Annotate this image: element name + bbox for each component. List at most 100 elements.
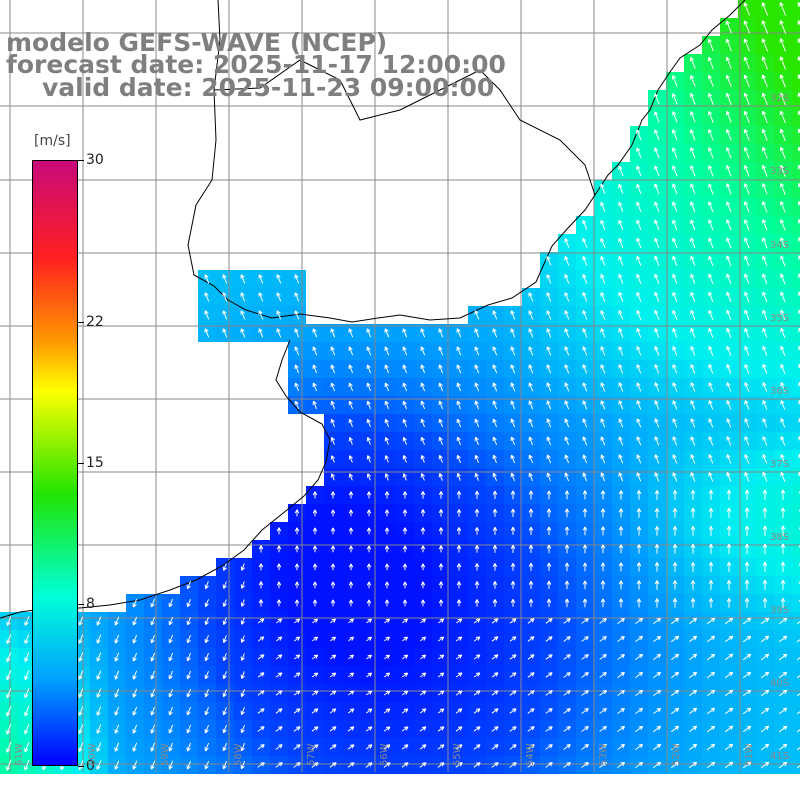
wind-arrow	[563, 654, 571, 660]
wind-arrow	[708, 345, 714, 356]
wind-arrow	[311, 690, 319, 696]
wind-arrow	[24, 652, 30, 662]
wind-arrow	[366, 563, 372, 571]
wind-arrow	[780, 363, 786, 374]
wind-arrow	[672, 489, 678, 500]
wind-arrow	[707, 689, 716, 697]
latitude-label: 39S	[770, 605, 790, 616]
wind-arrow	[348, 418, 353, 427]
wind-arrow	[726, 255, 732, 267]
wind-arrow	[654, 598, 660, 608]
wind-arrow	[636, 346, 642, 356]
latitude-label: 37S	[770, 459, 790, 470]
wind-arrow	[6, 634, 12, 644]
wind-arrow	[510, 454, 516, 464]
wind-arrow	[348, 563, 354, 571]
wind-arrow	[257, 672, 265, 678]
wind-arrow	[384, 509, 390, 517]
wind-arrow	[654, 580, 660, 590]
wind-arrow	[294, 328, 300, 338]
wind-arrow	[726, 418, 732, 428]
wind-cell	[792, 396, 800, 414]
wind-arrow	[618, 526, 624, 536]
wind-arrow	[437, 744, 445, 750]
wind-arrow	[708, 400, 714, 410]
wind-arrow	[384, 473, 390, 481]
wind-arrow	[168, 616, 174, 626]
wind-arrow	[293, 726, 301, 732]
wind-arrow	[366, 581, 372, 589]
wind-arrow	[276, 274, 282, 284]
wind-arrow	[690, 418, 696, 428]
wind-arrow	[780, 525, 786, 537]
wind-arrow	[654, 526, 660, 536]
wind-arrow	[563, 762, 571, 768]
wind-arrow	[456, 490, 462, 499]
wind-arrow	[689, 93, 696, 105]
wind-arrow	[582, 454, 588, 464]
wind-arrow	[132, 652, 138, 662]
wind-arrow	[401, 762, 409, 768]
wind-arrow	[492, 563, 498, 571]
wind-arrow	[222, 617, 227, 625]
wind-arrow	[240, 310, 246, 320]
wind-arrow	[546, 580, 552, 589]
wind-arrow	[78, 634, 84, 644]
wind-arrow	[312, 618, 319, 624]
wind-arrow	[528, 580, 534, 589]
wind-arrow	[636, 382, 642, 392]
wind-arrow	[726, 345, 732, 356]
latitude-label: 35S	[770, 313, 790, 324]
wind-arrow	[760, 689, 770, 697]
wind-arrow	[653, 635, 662, 643]
wind-arrow	[672, 147, 678, 159]
wind-arrow	[510, 382, 516, 392]
wind-arrow	[240, 689, 245, 698]
wind-arrow	[204, 617, 209, 626]
wind-arrow	[492, 310, 498, 320]
wind-arrow	[636, 544, 642, 554]
wind-arrow	[96, 724, 102, 734]
wind-arrow	[564, 256, 570, 266]
wind-arrow	[780, 507, 786, 519]
wind-arrow	[455, 690, 463, 696]
wind-arrow	[690, 454, 696, 464]
wind-arrow	[582, 256, 588, 266]
wind-arrow	[744, 201, 750, 213]
wind-arrow	[402, 328, 408, 338]
wind-arrow	[222, 563, 227, 571]
wind-arrow	[762, 255, 768, 267]
wind-arrow	[546, 490, 552, 500]
wind-arrow	[796, 711, 800, 715]
wind-arrow	[726, 579, 732, 590]
wind-arrow	[636, 219, 642, 231]
wind-arrow	[582, 418, 588, 428]
wind-arrow	[240, 328, 246, 338]
wind-arrow	[545, 708, 553, 714]
wind-arrow	[330, 491, 336, 499]
wind-arrow	[671, 743, 680, 751]
wind-arrow	[707, 111, 714, 123]
wind-arrow	[689, 635, 698, 643]
wind-arrow	[204, 742, 210, 752]
wind-arrow	[420, 473, 425, 481]
wind-arrow	[438, 491, 444, 499]
wind-arrow	[636, 472, 642, 482]
wind-arrow	[653, 761, 662, 769]
wind-arrow	[778, 707, 788, 715]
wind-arrow	[762, 219, 768, 231]
wind-arrow	[275, 726, 283, 732]
wind-arrow	[186, 670, 192, 680]
wind-arrow	[780, 237, 786, 249]
wind-cell	[792, 540, 800, 558]
wind-cell	[792, 90, 800, 108]
wind-arrow	[546, 598, 552, 607]
wind-arrow	[599, 761, 608, 769]
wind-arrow	[258, 292, 264, 302]
wind-arrow	[204, 760, 210, 770]
wind-arrow	[365, 690, 373, 696]
wind-arrow	[491, 708, 499, 714]
wind-arrow	[653, 725, 662, 733]
wind-arrow	[510, 418, 516, 428]
wind-arrow	[492, 382, 498, 392]
